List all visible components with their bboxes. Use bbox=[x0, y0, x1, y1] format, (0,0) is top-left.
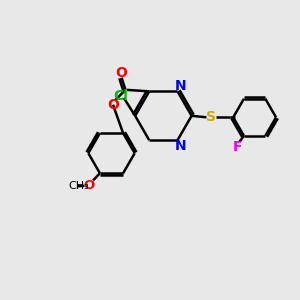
Text: O: O bbox=[83, 179, 94, 192]
Text: S: S bbox=[206, 110, 216, 124]
Text: F: F bbox=[233, 140, 243, 154]
Text: N: N bbox=[175, 79, 187, 93]
Text: N: N bbox=[175, 139, 187, 153]
Text: Cl: Cl bbox=[113, 89, 128, 103]
Text: O: O bbox=[107, 98, 119, 112]
Text: CH₃: CH₃ bbox=[68, 181, 89, 191]
Text: O: O bbox=[115, 66, 127, 80]
